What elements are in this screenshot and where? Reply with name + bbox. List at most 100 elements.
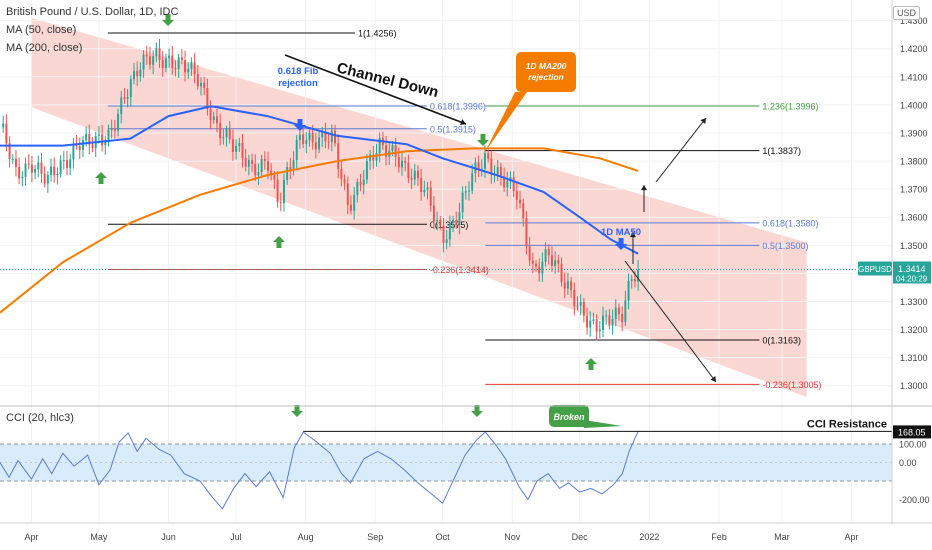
candle-body	[340, 169, 343, 180]
candle-body	[101, 134, 104, 146]
price-tick-label: 1.3700	[900, 185, 928, 195]
ma200-callout-box	[516, 52, 576, 92]
candle-body	[544, 249, 547, 262]
candle-body	[602, 315, 604, 330]
time-tick-label: Sep	[367, 532, 383, 542]
time-tick-label: Feb	[711, 532, 727, 542]
candle-body	[519, 199, 522, 204]
candle-body	[630, 279, 633, 281]
ma200-callout-text: 1D MA200	[526, 61, 567, 71]
candle-body	[372, 154, 375, 161]
candle-body	[452, 220, 455, 223]
candle-body	[104, 142, 107, 146]
candle-body	[228, 129, 231, 140]
candle-body	[117, 113, 120, 131]
green-up-arrow	[95, 172, 107, 184]
fib-level-label: 0.618(1.3580)	[762, 218, 818, 228]
candle-body	[158, 48, 161, 60]
candle-body	[483, 153, 486, 169]
candle-body	[34, 169, 37, 173]
candle-body	[139, 69, 142, 77]
cci-tick-label: -200.00	[899, 495, 930, 505]
cci-value-box	[893, 425, 931, 439]
candle-body	[365, 161, 368, 180]
candle-body	[334, 130, 336, 144]
candle-body	[413, 170, 416, 180]
ma200-legend: MA (200, close)	[6, 42, 83, 54]
candle-body	[550, 255, 553, 266]
cci-indicator: 100.00 0.00 -200.00 CCI Resistance 168.05 Bro…	[0, 405, 931, 510]
candle-body	[305, 140, 308, 144]
candle-body	[586, 315, 589, 328]
candle-body	[461, 192, 464, 213]
candle-body	[592, 319, 595, 321]
green-down-arrow	[162, 14, 174, 26]
candle-body	[563, 282, 566, 289]
candle-body	[378, 138, 381, 153]
broken-callout-box	[549, 405, 589, 427]
candle-body	[528, 246, 531, 261]
green-up-arrow	[585, 358, 597, 370]
candle-body	[292, 160, 295, 170]
candle-body	[445, 239, 448, 243]
currency-badge: USD	[892, 6, 920, 20]
candle-body	[547, 249, 550, 256]
candle-body	[611, 318, 614, 326]
channel-down-arrow-head	[460, 119, 466, 126]
price-tick-label: 1.3200	[900, 325, 928, 335]
fib-level-label: 1(1.3837)	[762, 146, 801, 156]
cci-tick-label: 0.00	[899, 458, 917, 468]
candle-body	[133, 70, 135, 80]
candle-body	[273, 175, 276, 180]
candle-body	[573, 289, 576, 307]
candle-body	[97, 134, 100, 136]
candle-body	[308, 132, 311, 141]
fib-rejection-label: 0.618 Fib	[278, 66, 319, 77]
candle-body	[129, 79, 132, 98]
candle-body	[203, 82, 206, 88]
price-tick-label: 1.3500	[900, 241, 928, 251]
candle-body	[142, 54, 145, 70]
candle-body	[330, 130, 333, 143]
candle-body	[46, 174, 49, 184]
candle-body	[356, 181, 359, 195]
time-tick-label: 2022	[639, 532, 659, 542]
price-tag-box	[893, 261, 931, 284]
candle-body	[458, 212, 461, 226]
time-tick-label: Apr	[24, 532, 38, 542]
candle-body	[59, 160, 62, 175]
candle-body	[107, 129, 110, 143]
candle-body	[215, 116, 218, 124]
candle-body	[11, 158, 14, 160]
candle-body	[487, 153, 490, 159]
price-tick-label: 1.4300	[900, 16, 928, 26]
candle-body	[560, 263, 563, 283]
candle-body	[582, 301, 585, 316]
candle-body	[88, 134, 91, 145]
candle-body	[359, 181, 362, 185]
candle-body	[69, 159, 72, 169]
candle-body	[369, 154, 372, 162]
channel-down-zone	[31, 17, 807, 397]
candle-body	[327, 141, 330, 143]
candle-body	[247, 160, 250, 167]
candle-body	[420, 177, 423, 193]
candle-body	[66, 160, 68, 169]
candle-body	[324, 131, 327, 142]
candle-body	[200, 82, 202, 87]
blue-down-arrow	[294, 119, 306, 131]
candle-body	[621, 314, 624, 322]
fib-level-label: -0.236(1.3005)	[762, 380, 821, 390]
candle-body	[627, 280, 630, 301]
projection-rebound-arrow-head	[629, 232, 637, 238]
candle-body	[152, 56, 155, 65]
candle-body	[633, 279, 636, 282]
green-down-arrow	[471, 405, 483, 417]
candle-body	[302, 134, 305, 144]
green-up-arrow	[273, 236, 285, 248]
candle-body	[490, 158, 493, 175]
candle-body	[295, 139, 298, 161]
candle-body	[187, 68, 190, 73]
